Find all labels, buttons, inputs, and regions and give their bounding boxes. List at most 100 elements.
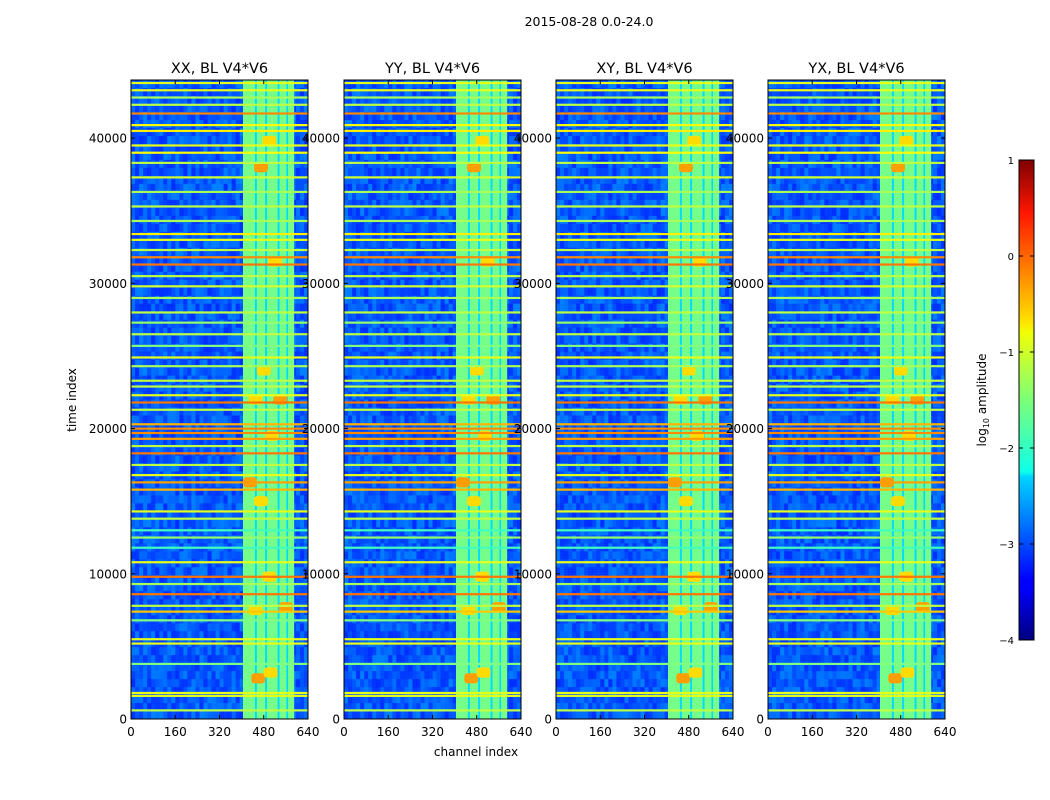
noise-cell <box>199 255 204 265</box>
noise-cell <box>155 183 160 193</box>
noise-cell <box>356 239 361 249</box>
noise-cell <box>392 103 397 113</box>
noise-cell <box>199 527 204 536</box>
noise-cell <box>299 159 305 169</box>
noise-cell <box>223 407 228 416</box>
noise-cell <box>508 151 514 161</box>
noise-cell <box>199 647 204 656</box>
noise-cell <box>155 583 160 592</box>
noise-cell <box>380 80 385 89</box>
noise-cell <box>131 95 136 105</box>
noise-cell <box>360 311 365 320</box>
noise-cell <box>143 223 148 233</box>
noise-cell <box>179 591 184 600</box>
noise-cell <box>299 535 305 544</box>
noise-cell <box>171 303 176 312</box>
noise-cell <box>384 143 389 153</box>
noise-cell <box>187 575 192 584</box>
flagged-time-band <box>131 575 308 578</box>
noise-cell <box>436 135 441 145</box>
noise-cell <box>191 143 196 153</box>
noise-cell <box>227 535 232 544</box>
flagged-time-band <box>131 365 308 368</box>
noise-cell <box>227 455 232 464</box>
noise-cell <box>219 703 224 712</box>
noise-cell <box>151 415 156 424</box>
noise-cell <box>183 159 188 169</box>
noise-cell <box>187 207 192 217</box>
flagged-time-band <box>131 546 308 549</box>
noise-cell <box>440 87 445 97</box>
noise-cell <box>191 447 196 456</box>
noise-cell <box>219 135 224 145</box>
noise-cell <box>203 687 208 696</box>
noise-cell <box>388 143 393 153</box>
noise-cell <box>516 80 521 89</box>
noise-cell <box>179 663 184 672</box>
noise-cell <box>143 591 148 600</box>
noise-cell <box>151 167 156 177</box>
noise-cell <box>231 167 236 177</box>
noise-cell <box>195 415 200 424</box>
noise-cell <box>227 407 232 416</box>
noise-cell <box>207 135 212 145</box>
noise-cell <box>211 623 216 632</box>
noise-cell <box>135 679 140 688</box>
noise-cell <box>167 551 172 560</box>
noise-cell <box>508 175 514 185</box>
noise-cell <box>428 263 433 272</box>
noise-cell <box>207 487 212 496</box>
noise-cell <box>159 199 164 209</box>
noise-cell <box>428 183 433 193</box>
noise-cell <box>412 231 417 241</box>
noise-cell <box>420 247 425 257</box>
noise-cell <box>183 80 188 89</box>
noise-cell <box>175 175 180 185</box>
noise-cell <box>139 567 144 576</box>
noise-cell <box>376 247 381 257</box>
noise-cell <box>235 687 240 696</box>
noise-cell <box>424 167 429 177</box>
noise-cell <box>147 519 152 528</box>
noise-cell <box>231 663 236 672</box>
noise-cell <box>227 463 232 472</box>
noise-cell <box>163 191 168 201</box>
noise-cell <box>211 135 216 145</box>
noise-cell <box>203 663 208 672</box>
noise-cell <box>143 519 148 528</box>
noise-cell <box>512 167 518 177</box>
noise-cell <box>211 415 216 424</box>
noise-cell <box>199 111 204 121</box>
noise-cell <box>147 335 152 344</box>
noise-cell <box>163 223 168 233</box>
noise-cell <box>344 247 349 257</box>
rfi-hotspot <box>251 673 266 684</box>
noise-cell <box>448 167 453 177</box>
noise-cell <box>444 223 449 233</box>
noise-cell <box>432 103 437 113</box>
noise-cell <box>167 407 172 416</box>
noise-cell <box>408 191 413 201</box>
noise-cell <box>392 151 397 161</box>
noise-cell <box>183 343 188 352</box>
noise-cell <box>448 80 453 89</box>
noise-cell <box>408 159 413 169</box>
noise-cell <box>348 223 353 233</box>
noise-cell <box>219 567 224 576</box>
noise-cell <box>384 239 389 249</box>
noise-cell <box>163 527 168 536</box>
noise-cell <box>159 575 164 584</box>
noise-cell <box>223 143 228 153</box>
noise-cell <box>211 495 216 504</box>
noise-cell <box>207 127 212 137</box>
noise-cell <box>191 567 196 576</box>
noise-cell <box>211 567 216 576</box>
noise-cell <box>239 511 244 520</box>
noise-cell <box>512 231 518 241</box>
noise-cell <box>215 687 220 696</box>
noise-cell <box>211 127 216 137</box>
noise-cell <box>179 495 184 504</box>
noise-cell <box>396 183 401 193</box>
noise-cell <box>159 399 164 408</box>
